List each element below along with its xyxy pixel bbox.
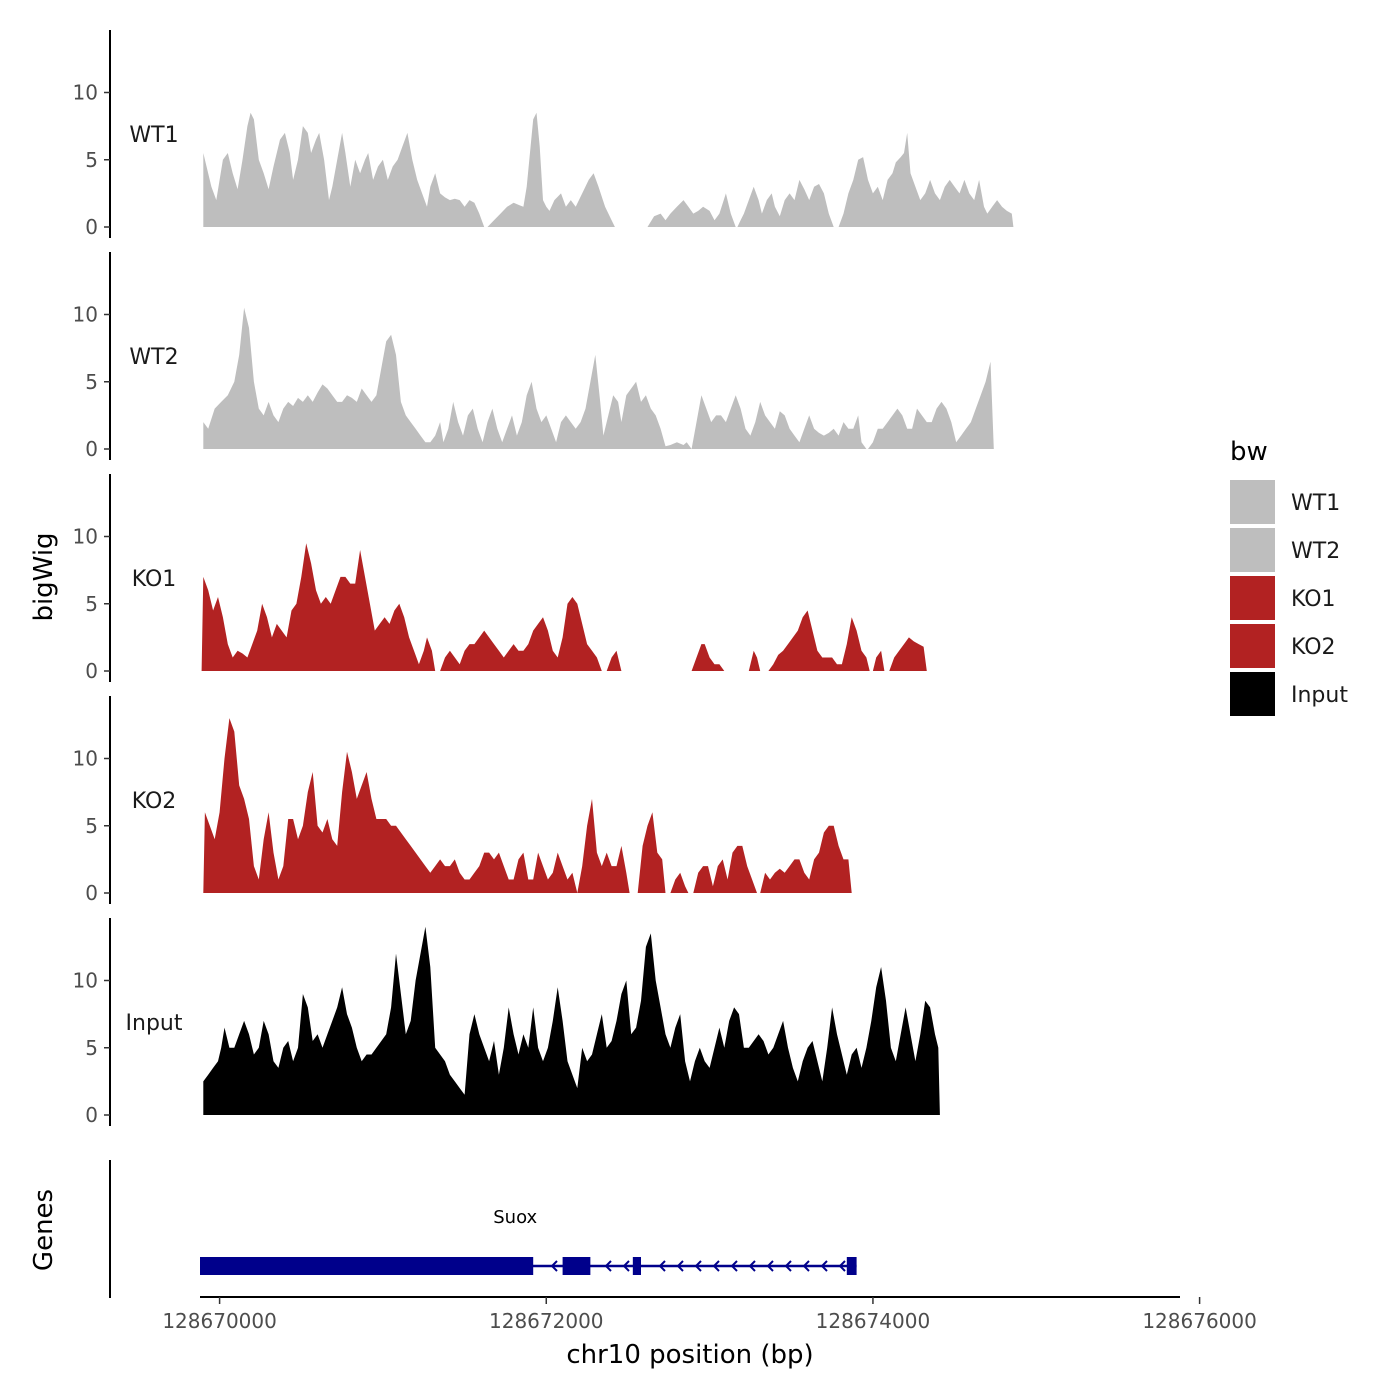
coverage-area-wt1: [647, 193, 736, 227]
strand-arrow-icon: [802, 1260, 810, 1272]
coverage-area-ko2: [760, 825, 852, 893]
coverage-area-ko1: [201, 543, 436, 671]
coverage-area-ko1: [606, 650, 622, 671]
coverage-area-wt1: [203, 112, 485, 227]
legend-title: bw: [1230, 437, 1268, 467]
coverage-area-ko2: [577, 798, 630, 893]
legend-swatch: [1230, 528, 1275, 572]
coverage-area-wt2: [868, 361, 994, 449]
y-tick-label: 0: [85, 881, 98, 905]
legend: bw WT1 WT2 KO1 KO2 Input: [1230, 437, 1348, 716]
y-tick-label: 10: [73, 525, 98, 549]
gene-exon: [846, 1257, 857, 1275]
x-axis-title: chr10 position (bp): [566, 1340, 813, 1370]
coverage-area-wt2: [203, 307, 692, 449]
strand-arrow-icon: [766, 1260, 774, 1272]
legend-swatch: [1230, 672, 1275, 716]
track-label: WT2: [129, 345, 178, 370]
gene-panel: Suox: [109, 1160, 857, 1298]
legend-swatch: [1230, 624, 1275, 668]
strand-arrow-icon: [658, 1260, 666, 1272]
strand-arrow-icon: [838, 1260, 846, 1272]
coverage-area-ko1: [748, 650, 761, 671]
strand-arrow-icon: [712, 1260, 720, 1272]
strand-arrow-icon: [676, 1260, 684, 1272]
y-tick-label: 10: [73, 969, 98, 993]
legend-swatch: [1230, 576, 1275, 620]
legend-label: KO1: [1291, 587, 1336, 612]
strand-arrow-icon: [784, 1260, 792, 1272]
legend-label: WT1: [1291, 491, 1340, 516]
coverage-area-ko1: [440, 597, 602, 671]
coverage-area-wt1: [487, 112, 615, 227]
track-label: WT1: [129, 123, 178, 148]
y-axis-title: bigWig: [29, 532, 59, 621]
track-ko2: 0 5 10 KO2: [73, 696, 852, 905]
coverage-area-ko1: [889, 637, 927, 671]
x-tick-label: 128670000: [162, 1309, 277, 1333]
coverage-area-wt1: [838, 132, 1014, 227]
y-tick-label: 5: [85, 592, 98, 616]
y-tick-label: 0: [85, 215, 98, 239]
strand-arrow-icon: [622, 1260, 630, 1272]
strand-arrow-icon: [730, 1260, 738, 1272]
strand-arrow-icon: [550, 1260, 558, 1272]
y-tick-label: 0: [85, 437, 98, 461]
strand-arrow-icon: [694, 1260, 702, 1272]
track-label: Input: [126, 1011, 183, 1036]
strand-arrow-icon: [604, 1260, 612, 1272]
track-ko1: 0 5 10 KO1: [73, 474, 927, 683]
y-tick-label: 5: [85, 148, 98, 172]
gene-exon: [632, 1257, 641, 1275]
coverage-area-wt2: [691, 395, 867, 449]
y-tick-label: 0: [85, 659, 98, 683]
y-tick-label: 5: [85, 1036, 98, 1060]
strand-arrow-icon: [748, 1260, 756, 1272]
coverage-area-ko2: [693, 845, 757, 893]
strand-arrow-icon: [820, 1260, 828, 1272]
track-label: KO1: [132, 567, 177, 592]
track-label: KO2: [132, 789, 177, 814]
bigwig-tracks: 0 5 10 WT1 0 5 10 WT2 0 5 10 KO1 0 5 10 KO2 0 5 10 Input: [73, 30, 1014, 1127]
y-tick-label: 0: [85, 1103, 98, 1127]
gene-suox: Suox: [200, 1207, 857, 1275]
coverage-area-ko1: [872, 650, 885, 671]
legend-label: Input: [1291, 683, 1348, 708]
gene-exon: [200, 1257, 534, 1275]
x-tick-label: 128674000: [816, 1309, 931, 1333]
track-wt1: 0 5 10 WT1: [73, 30, 1014, 239]
legend-label: KO2: [1291, 635, 1336, 660]
coverage-area-ko2: [670, 872, 689, 893]
coverage-area-ko2: [637, 812, 666, 893]
track-wt2: 0 5 10 WT2: [73, 252, 994, 461]
y-tick-label: 10: [73, 303, 98, 327]
gene-name-label: Suox: [493, 1207, 537, 1228]
coverage-area-ko1: [691, 644, 725, 671]
coverage-area-ko2: [203, 718, 578, 893]
genes-panel-title: Genes: [29, 1189, 59, 1271]
track-input: 0 5 10 Input: [73, 918, 940, 1127]
x-tick-label: 128672000: [489, 1309, 604, 1333]
legend-label: WT2: [1291, 539, 1340, 564]
coverage-area-ko1: [768, 610, 870, 671]
y-tick-label: 10: [73, 747, 98, 771]
x-axis: 128670000 128672000 128674000 128676000: [162, 1296, 1257, 1333]
gene-exon: [562, 1257, 591, 1275]
coverage-area-input: [203, 926, 940, 1115]
y-tick-label: 5: [85, 370, 98, 394]
y-tick-label: 10: [73, 81, 98, 105]
y-tick-label: 5: [85, 814, 98, 838]
coverage-area-wt1: [737, 179, 834, 227]
legend-swatch: [1230, 480, 1275, 524]
x-tick-label: 128676000: [1142, 1309, 1257, 1333]
